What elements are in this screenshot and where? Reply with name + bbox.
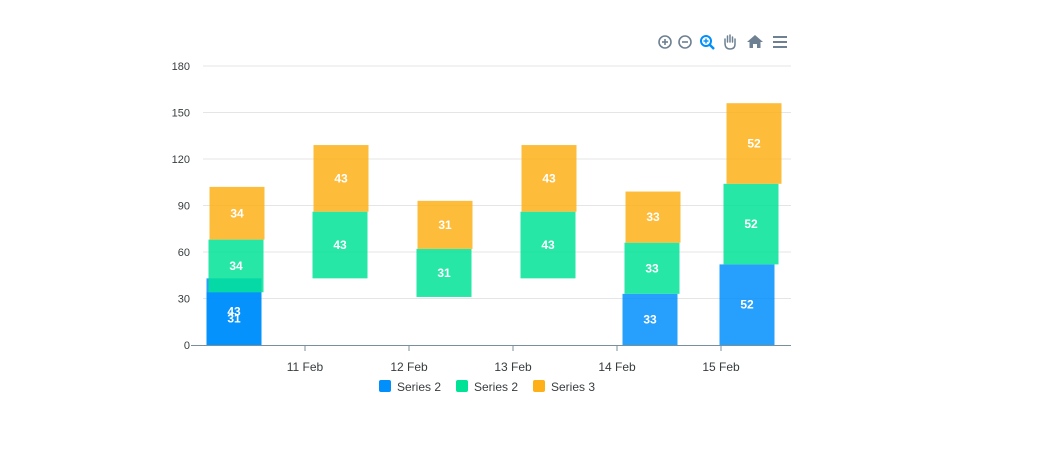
data-label: 43 [542, 171, 556, 185]
x-tick-label: 11 Feb [287, 360, 324, 374]
bar[interactable] [417, 200, 473, 249]
data-label: 33 [646, 210, 660, 224]
data-label: 43 [334, 171, 348, 185]
y-tick-label: 90 [178, 201, 190, 213]
bars [206, 103, 782, 345]
y-tick-label: 120 [172, 154, 190, 166]
legend-label: Series 2 [474, 380, 518, 394]
bar[interactable] [312, 211, 368, 279]
chart-toolbar [658, 34, 787, 50]
data-label: 31 [437, 266, 451, 280]
x-tick-label: 12 Feb [390, 360, 428, 374]
legend-item[interactable]: Series 2 [456, 380, 518, 394]
grid-lines [203, 65, 791, 299]
y-tick-label: 60 [178, 247, 190, 259]
bar[interactable] [624, 242, 680, 294]
legend-marker [456, 380, 468, 392]
bar[interactable] [726, 103, 782, 184]
data-label: 52 [744, 217, 758, 231]
legend-label: Series 2 [397, 380, 441, 394]
y-axis: 0 30 60 90 120 150 180 [172, 61, 190, 352]
legend-marker [533, 380, 545, 392]
y-tick-label: 150 [172, 108, 190, 120]
x-tick-label: 15 Feb [702, 360, 740, 374]
bar[interactable] [520, 211, 576, 279]
zoom-selection-icon[interactable] [700, 35, 715, 50]
legend-label: Series 3 [551, 380, 595, 394]
data-label: 43 [227, 305, 241, 319]
bar[interactable] [625, 191, 681, 243]
bar[interactable] [206, 292, 262, 345]
y-tick-label: 180 [172, 61, 190, 73]
bar[interactable] [313, 145, 369, 212]
legend-item[interactable]: Series 3 [533, 380, 595, 394]
data-label: 43 [541, 238, 555, 252]
bar[interactable] [208, 239, 264, 293]
legend-item[interactable]: Series 2 [379, 380, 441, 394]
pan-icon[interactable] [724, 34, 736, 50]
x-tick-label: 14 Feb [598, 360, 636, 374]
bar[interactable] [622, 293, 678, 345]
bar[interactable] [521, 145, 577, 212]
y-tick-label: 30 [178, 294, 190, 306]
data-label: 31 [438, 218, 452, 232]
zoom-out-icon[interactable] [678, 35, 692, 49]
data-label: 33 [645, 261, 659, 275]
data-label: 33 [643, 312, 657, 326]
legend-marker [379, 380, 391, 392]
bar[interactable] [209, 186, 265, 240]
bar[interactable] [416, 248, 472, 297]
bar[interactable] [719, 264, 775, 345]
data-label: 43 [333, 238, 347, 252]
x-axis: 11 Feb 12 Feb 13 Feb 14 Feb 15 Feb [191, 345, 791, 374]
data-label: 31 [227, 312, 241, 326]
x-tick-label: 13 Feb [494, 360, 532, 374]
data-label: 34 [230, 206, 244, 220]
y-tick-label: 0 [184, 340, 190, 352]
data-label: 34 [229, 259, 243, 273]
menu-icon[interactable] [773, 36, 787, 48]
data-label: 52 [740, 298, 754, 312]
reset-home-icon[interactable] [747, 35, 763, 48]
zoom-in-icon[interactable] [658, 35, 672, 49]
legend: Series 2 Series 2 Series 3 [379, 380, 595, 394]
data-label: 52 [747, 137, 761, 151]
bar[interactable] [723, 183, 779, 265]
